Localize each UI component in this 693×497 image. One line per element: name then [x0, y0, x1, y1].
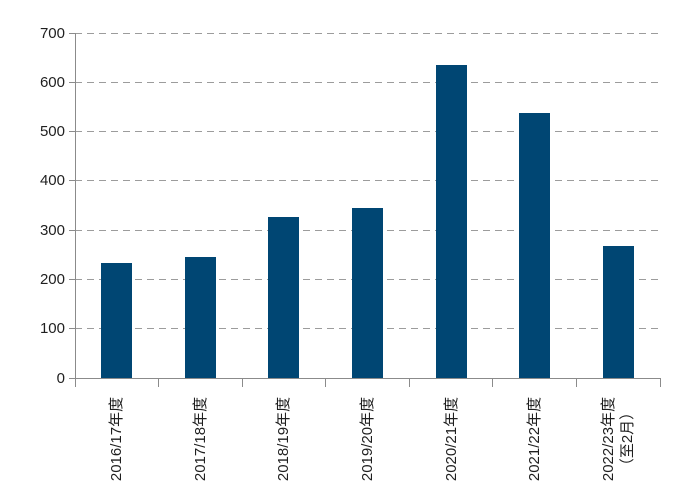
y-axis-label: 600: [39, 73, 65, 91]
x-axis-label: 2017/18年度: [191, 396, 209, 482]
y-axis-tick: [69, 32, 75, 34]
y-axis-label: 700: [39, 24, 65, 42]
y-axis-line: [75, 33, 76, 378]
gridline: [75, 180, 660, 182]
x-axis-label: 2021/22年度: [526, 396, 544, 482]
bar: [101, 263, 133, 378]
x-axis-label: 2016/17年度: [108, 396, 126, 482]
gridline: [75, 81, 660, 83]
x-axis-tick: [492, 379, 494, 387]
y-axis-tick: [69, 131, 75, 133]
y-axis-label: 200: [39, 270, 65, 288]
x-axis-label: 2022/23年度 （至2月）: [600, 396, 637, 482]
y-axis-label: 300: [39, 221, 65, 239]
y-axis-label: 100: [39, 320, 65, 338]
y-axis-tick: [69, 229, 75, 231]
bar: [602, 246, 634, 378]
x-axis-label: 2020/21年度: [442, 396, 460, 482]
x-axis-tick: [241, 379, 243, 387]
y-axis-label: 400: [39, 172, 65, 190]
x-axis-tick: [575, 379, 577, 387]
x-axis-tick: [325, 379, 327, 387]
y-axis-label: 0: [56, 369, 65, 387]
y-axis-tick: [69, 328, 75, 330]
bar: [268, 216, 300, 378]
y-axis-tick: [69, 377, 75, 379]
bar: [352, 207, 383, 378]
x-axis-label: 2018/19年度: [275, 396, 293, 482]
gridline: [75, 32, 660, 34]
x-axis-label: 2019/20年度: [359, 396, 376, 482]
bar: [519, 113, 551, 378]
x-axis-tick: [74, 379, 76, 387]
x-axis-tick: [659, 379, 661, 387]
bar: [184, 257, 216, 378]
y-axis-tick: [69, 81, 75, 83]
x-axis-line: [75, 378, 661, 379]
gridline: [75, 131, 660, 133]
bar: [435, 65, 467, 378]
y-axis-tick: [69, 180, 75, 182]
y-axis-label: 500: [39, 123, 65, 141]
y-axis-tick: [69, 278, 75, 280]
x-axis-tick: [408, 379, 410, 387]
x-axis-tick: [158, 379, 160, 387]
